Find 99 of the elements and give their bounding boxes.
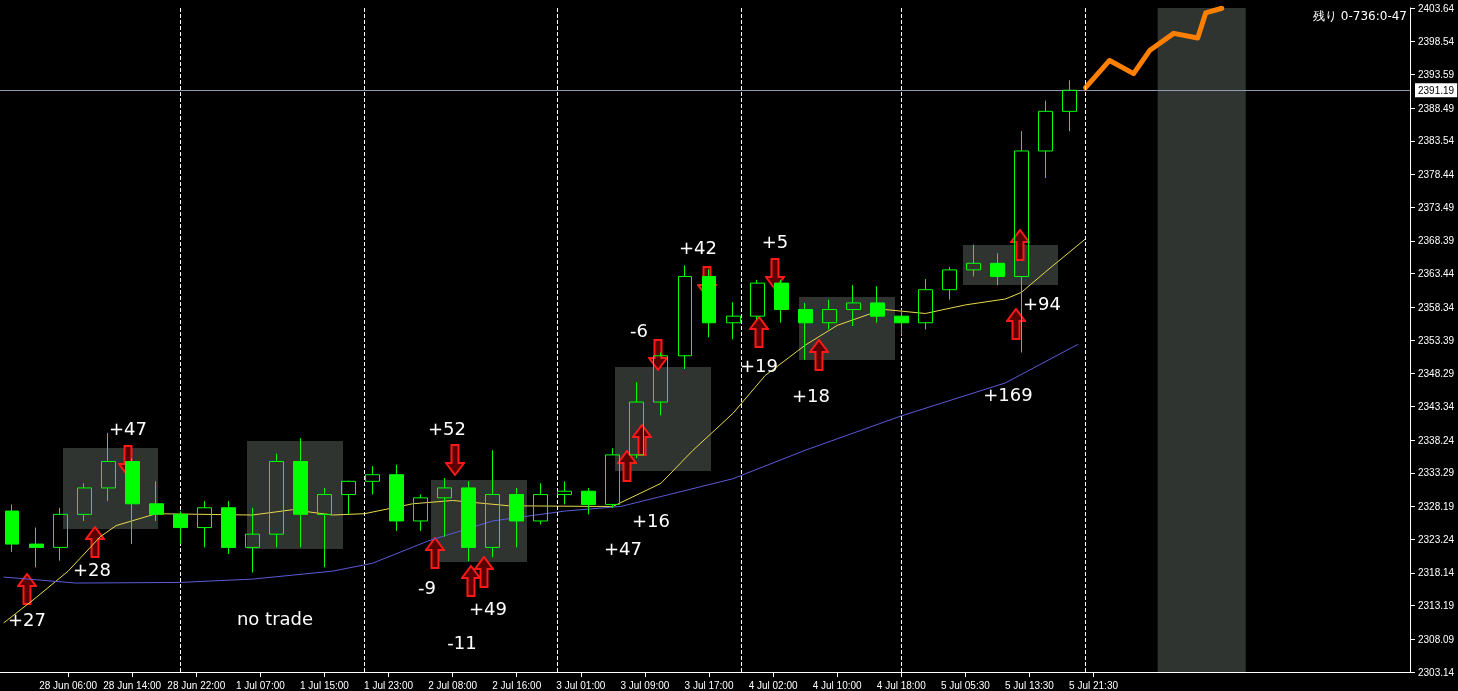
annotation: -9 bbox=[418, 576, 436, 598]
y-tick-label: 2358.34 bbox=[1418, 301, 1455, 313]
candlestick bbox=[557, 480, 572, 505]
annotation: +27 bbox=[8, 608, 46, 630]
y-tick-label: 2373.49 bbox=[1418, 201, 1455, 213]
annotation: +52 bbox=[428, 417, 466, 439]
x-tick-label: 5 Jul 05:30 bbox=[940, 679, 991, 691]
annotation: +5 bbox=[761, 230, 789, 252]
candlestick bbox=[750, 279, 765, 320]
y-tick-label: 2368.39 bbox=[1418, 235, 1455, 247]
annotation: +47 bbox=[604, 537, 642, 559]
candlestick bbox=[798, 302, 813, 361]
x-tick-label: 4 Jul 18:00 bbox=[876, 679, 927, 691]
candlestick bbox=[197, 500, 212, 548]
y-tick-label: 2303.14 bbox=[1418, 666, 1455, 678]
annotation: +16 bbox=[632, 509, 670, 531]
y-tick-label: 2318.14 bbox=[1418, 567, 1455, 579]
candlestick bbox=[53, 507, 68, 562]
candlestick bbox=[918, 278, 933, 330]
candlestick bbox=[870, 285, 885, 324]
y-tick-label: 2348.29 bbox=[1418, 368, 1455, 380]
candlestick bbox=[605, 447, 620, 509]
candlestick bbox=[629, 381, 644, 459]
annotation: +169 bbox=[983, 383, 1033, 405]
candlestick bbox=[966, 244, 981, 278]
candlestick bbox=[269, 453, 284, 548]
x-tick-label: 28 Jun 06:00 bbox=[39, 679, 98, 691]
candlestick bbox=[29, 527, 44, 568]
y-tick-label: 2403.64 bbox=[1418, 2, 1455, 14]
candlestick bbox=[774, 279, 789, 324]
candlestick bbox=[5, 503, 19, 553]
annotation: no trade bbox=[236, 607, 314, 629]
candlestick bbox=[77, 482, 92, 522]
candlestick bbox=[293, 437, 308, 548]
candlestick bbox=[678, 264, 692, 370]
x-tick-label: 1 Jul 07:00 bbox=[235, 679, 286, 691]
candlestick bbox=[894, 309, 909, 336]
candlestick bbox=[173, 510, 188, 545]
candlestick bbox=[846, 284, 861, 327]
candlestick bbox=[726, 301, 741, 340]
candlestick bbox=[509, 487, 524, 548]
candlestick bbox=[389, 464, 404, 532]
annotation: +42 bbox=[679, 236, 717, 258]
candlestick bbox=[533, 482, 548, 525]
y-tick-label: 2308.09 bbox=[1418, 633, 1455, 645]
annotation: -11 bbox=[447, 631, 477, 653]
annotation: -6 bbox=[630, 319, 648, 341]
candlestick bbox=[485, 449, 500, 558]
candlestick bbox=[653, 351, 668, 416]
x-tick-label: 5 Jul 21:30 bbox=[1069, 679, 1119, 691]
x-tick-label: 28 Jun 22:00 bbox=[167, 679, 226, 691]
y-tick-label: 2333.29 bbox=[1418, 467, 1455, 479]
y-tick-label: 2378.44 bbox=[1418, 169, 1455, 180]
candlestick bbox=[942, 266, 957, 301]
y-tick-label: 2388.49 bbox=[1418, 102, 1455, 114]
x-tick-label: 1 Jul 15:00 bbox=[299, 679, 350, 691]
candlestick bbox=[149, 480, 164, 522]
x-tick-label: 4 Jul 10:00 bbox=[812, 679, 863, 691]
y-tick-label: 2343.34 bbox=[1418, 400, 1455, 412]
y-tick-label: 2313.19 bbox=[1418, 600, 1455, 612]
candlestick bbox=[245, 507, 260, 573]
x-tick-label: 2 Jul 16:00 bbox=[492, 679, 542, 691]
annotation: +47 bbox=[109, 417, 147, 439]
y-tick-label: 2383.54 bbox=[1418, 135, 1455, 147]
x-tick-label: 3 Jul 17:00 bbox=[684, 679, 734, 691]
annotation: +28 bbox=[73, 558, 111, 580]
candlestick bbox=[1062, 79, 1077, 132]
candlestick bbox=[125, 457, 140, 545]
ref-line-label: 2391.19 bbox=[1418, 84, 1455, 96]
y-tick-label: 2363.44 bbox=[1418, 268, 1455, 280]
annotation: +18 bbox=[792, 384, 830, 406]
y-tick-label: 2353.39 bbox=[1418, 334, 1455, 346]
x-tick-label: 3 Jul 09:00 bbox=[620, 679, 670, 691]
x-tick-label: 2 Jul 08:00 bbox=[428, 679, 478, 691]
annotation: +94 bbox=[1023, 292, 1061, 314]
y-tick-label: 2338.24 bbox=[1418, 434, 1455, 446]
y-tick-label: 2323.24 bbox=[1418, 533, 1455, 545]
x-tick-label: 5 Jul 13:30 bbox=[1004, 679, 1055, 691]
x-tick-label: 3 Jul 01:00 bbox=[556, 679, 606, 691]
annotation: +49 bbox=[469, 597, 507, 619]
annotation: 残り 0-736:0-47 bbox=[1313, 9, 1407, 23]
candlestick bbox=[341, 480, 356, 515]
candlestick bbox=[317, 487, 332, 568]
y-tick-label: 2398.54 bbox=[1418, 36, 1455, 48]
candlestick bbox=[365, 465, 380, 496]
candlestick bbox=[1038, 100, 1053, 179]
x-tick-label: 4 Jul 02:00 bbox=[748, 679, 798, 691]
y-tick-label: 2393.59 bbox=[1418, 68, 1455, 80]
candlestick bbox=[581, 487, 596, 515]
candlestick bbox=[221, 500, 236, 555]
candlestick bbox=[413, 494, 428, 532]
y-tick-label: 2328.19 bbox=[1418, 501, 1455, 512]
candlestick bbox=[822, 299, 837, 330]
annotation: +19 bbox=[740, 354, 778, 376]
x-tick-label: 28 Jun 14:00 bbox=[103, 679, 162, 691]
candlestick bbox=[990, 252, 1005, 286]
x-tick-label: 1 Jul 23:00 bbox=[364, 679, 414, 691]
candlestick bbox=[437, 477, 452, 538]
candlestick bbox=[461, 480, 476, 562]
